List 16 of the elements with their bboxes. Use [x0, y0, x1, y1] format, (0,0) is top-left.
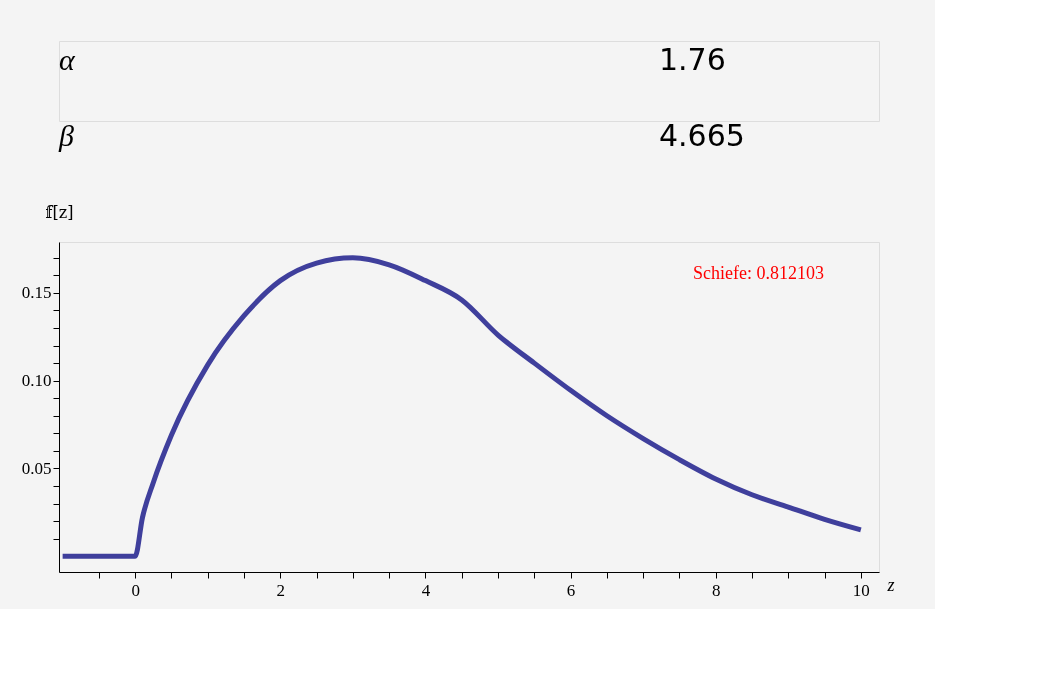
x-tick-label: 10 [852, 580, 870, 600]
y-axis-title: 𝕗[z] [45, 202, 74, 222]
text: 1.76 [659, 42, 726, 77]
x-axis-title: z [886, 574, 895, 595]
y-tick-label: 0.05 [21, 458, 52, 478]
x-tick-label: 0 [131, 580, 140, 600]
text: β [58, 119, 74, 152]
x-tick-label: 8 [711, 580, 721, 600]
x-tick-label: 6 [566, 580, 576, 600]
y-tick-label: 0.15 [21, 283, 52, 303]
annotation: Schiefe: 0.812103 [693, 263, 824, 283]
x-tick-label: 4 [421, 580, 431, 600]
text: α [59, 43, 76, 76]
y-tick-label: 0.10 [21, 371, 52, 391]
x-tick-label: 2 [276, 580, 286, 600]
text: 4.665 [659, 118, 745, 153]
